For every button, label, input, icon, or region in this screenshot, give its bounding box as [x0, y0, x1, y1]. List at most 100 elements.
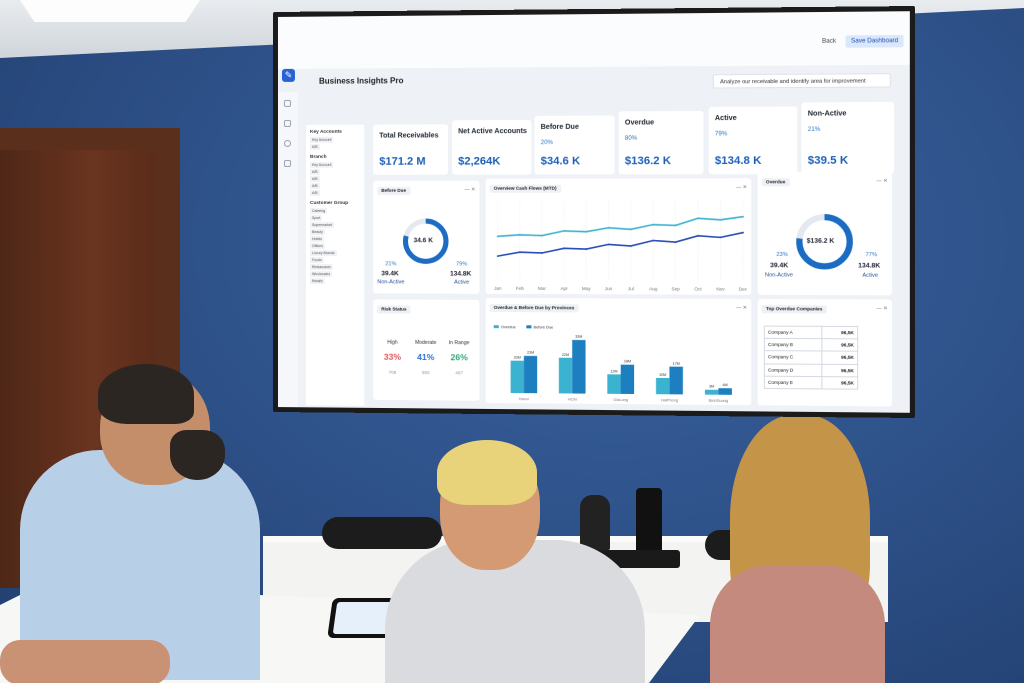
save-dashboard-button[interactable]: Save Dashboard — [845, 34, 904, 48]
x-tick-label: Jul — [628, 286, 634, 291]
chart-icon[interactable] — [283, 119, 291, 127]
filter-title: Customer Group — [309, 200, 349, 206]
analyze-prompt-input[interactable]: Analyze our receivable and identify area… — [712, 73, 891, 89]
kpi-label: Overdue — [624, 119, 655, 127]
bar-before-due — [523, 355, 538, 394]
donut-left-value: 39.4K — [770, 262, 789, 270]
kpi-value: $171.2 M — [379, 155, 426, 168]
risk-name: Moderate — [415, 339, 437, 347]
filter-chip[interactable]: A/B — [309, 175, 320, 182]
card-title: Risk Status — [377, 305, 411, 314]
filter-chip[interactable]: Foods — [309, 257, 324, 264]
x-tick-label: Mar — [538, 286, 546, 291]
settings-icon[interactable] — [283, 139, 291, 147]
filter-chip[interactable]: A/B — [309, 189, 320, 196]
risk-status-card: Risk Status High 33% 708 Moderate 41% 95… — [373, 299, 480, 401]
ceiling-light — [20, 0, 200, 22]
filter-chip[interactable]: Luxury Brands — [309, 250, 337, 257]
donut-left-value: 39.4K — [381, 270, 399, 278]
filter-chip[interactable]: Catering — [309, 207, 328, 215]
risk-name: High — [387, 339, 398, 346]
data-point — [719, 236, 722, 239]
risk-percent: 33% — [383, 351, 401, 362]
filter-chip[interactable]: A/B — [309, 182, 320, 189]
person-center — [385, 440, 645, 683]
x-tick-label: Jun — [605, 286, 613, 291]
risk-count: 487 — [455, 370, 463, 376]
company-value: 96,5K — [821, 326, 858, 340]
kpi-label: Net Active Accounts — [458, 128, 527, 136]
x-tick-label: GiaLong — [613, 398, 628, 402]
filter-chip[interactable]: Key Account — [309, 136, 334, 143]
bar-data-label: 18M — [624, 360, 631, 364]
data-point — [674, 241, 677, 244]
x-tick-label: HCM — [568, 398, 577, 402]
filter-chip[interactable]: Offices — [309, 243, 325, 250]
filter-chip[interactable]: Key Account — [309, 161, 334, 168]
home-icon[interactable] — [283, 99, 291, 107]
table-row[interactable]: Company D 96,5K — [764, 363, 858, 377]
provinces-bar-chart: 20M 23M Hanoi 22M 33M HCM 12M 18M GiaLong 10M 17M H… — [510, 335, 732, 403]
back-button[interactable]: Back — [822, 38, 837, 45]
table-row[interactable]: Company C 96,5K — [764, 350, 858, 365]
x-tick-label: BinhDuong — [709, 399, 728, 403]
data-point — [541, 234, 543, 237]
kpi-percent: 20% — [540, 140, 553, 147]
person-right — [700, 415, 890, 683]
filter-chip[interactable]: Beauty — [309, 229, 325, 236]
kpi-before-due[interactable]: Before Due 20% $34.6 K — [534, 115, 615, 175]
company-value: 96,5K — [821, 351, 858, 365]
top-bar — [277, 11, 910, 69]
company-value: 96,5K — [821, 338, 858, 352]
donut-right-value: 134.8K — [450, 270, 472, 278]
kpi-net-active-accounts[interactable]: Net Active Accounts $2,264K — [452, 119, 532, 175]
table-row[interactable]: Company A 96,5K — [764, 326, 858, 340]
kpi-active[interactable]: Active 79% $134.8 K — [708, 106, 798, 175]
kpi-overdue[interactable]: Overdue 80% $136.2 K — [618, 111, 704, 175]
app-logo-icon[interactable]: ✎ — [281, 68, 295, 82]
bar-data-label: 20M — [514, 356, 521, 360]
filter-chip[interactable]: Retails — [309, 278, 325, 285]
donut-right-label: Active — [454, 279, 470, 286]
table-row[interactable]: Company B 96,5K — [764, 338, 858, 352]
table-row[interactable]: Company E 96,5K — [764, 375, 858, 390]
bar-data-label: 12M — [610, 369, 617, 373]
hand-foreground — [0, 640, 170, 683]
filter-chip[interactable]: A/B — [309, 168, 320, 175]
data-point — [496, 235, 499, 238]
filter-chip[interactable]: A/B — [309, 143, 320, 150]
kpi-percent: 21% — [807, 126, 821, 134]
kpi-label: Non-Active — [807, 110, 847, 118]
data-point — [496, 255, 499, 257]
x-tick-label: May — [582, 286, 591, 291]
bar-data-label: 3M — [709, 385, 714, 389]
share-icon[interactable] — [283, 159, 291, 167]
kpi-non-active[interactable]: Non-Active 21% $39.5 K — [801, 101, 894, 175]
x-tick-label: Jan — [494, 286, 502, 291]
donut-center-value: 34.6 K — [413, 237, 433, 245]
bar-data-label: 4M — [723, 383, 728, 387]
data-point — [563, 247, 566, 250]
data-point — [629, 245, 632, 247]
bar-overdue — [510, 360, 524, 394]
risk-name: In Range — [448, 340, 470, 347]
kpi-total-receivables[interactable]: Total Receivables $171.2 M — [373, 124, 448, 175]
donut-right-label: Active — [862, 272, 879, 279]
filter-chip[interactable]: Sport — [309, 215, 323, 222]
donut-left-label: Non-Active — [764, 272, 793, 279]
company-name: Company D — [764, 363, 822, 377]
filter-branch: Branch Key Account A/B A/B A/B A/B — [309, 155, 364, 196]
wall-tv: Back Save Dashboard ✎ Business Insights … — [273, 6, 916, 418]
bar-overdue — [655, 377, 670, 395]
risk-in-range: In Range 26% 487 — [442, 340, 477, 376]
company-value: 96,5K — [821, 363, 858, 377]
x-tick-label: Apr — [561, 286, 569, 291]
filter-chip[interactable]: Wholesales — [309, 271, 333, 278]
card-menu-icon[interactable]: — ✕ — [876, 305, 888, 312]
filter-chip[interactable]: Supermarket — [309, 222, 335, 229]
filter-chip[interactable]: Hotels — [309, 236, 324, 243]
filter-chip[interactable]: Restaurants — [309, 264, 333, 271]
bar-data-label: 10M — [659, 373, 666, 377]
kpi-percent: 80% — [624, 135, 638, 142]
company-name: Company C — [764, 350, 822, 364]
